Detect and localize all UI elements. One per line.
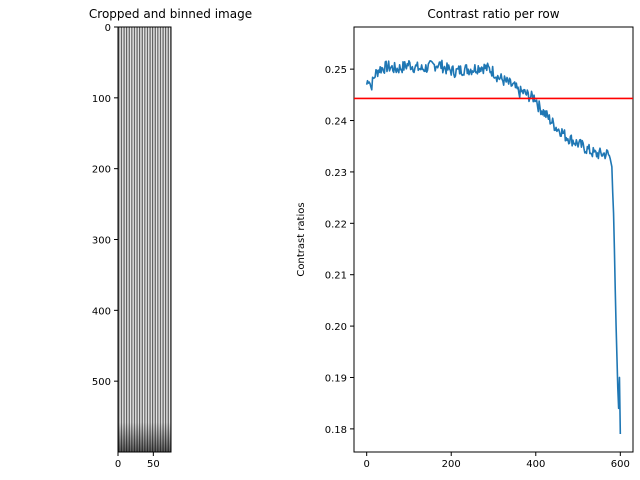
x-tick-label: 200 (442, 459, 461, 470)
image-x-tick-label: 50 (147, 459, 160, 470)
image-panel: Cropped and binned image 0 50010020030040… (89, 7, 252, 470)
y-tick-label: 0.25 (325, 65, 347, 76)
image-y-tick-label: 400 (92, 306, 111, 317)
chart-axes: 0 200 400 600 0.18 0.19 0.20 0.21 0.22 0.23 0.24 0.… (325, 26, 634, 470)
image-shading (118, 27, 171, 452)
image-y-tick-label: 300 (92, 236, 111, 247)
image-y-tick-label: 0 (105, 23, 111, 34)
y-axis-label: Contrast ratios (296, 202, 307, 276)
x-tick-label: 600 (611, 459, 630, 470)
y-tick-label: 0.22 (325, 219, 347, 230)
binned-image (118, 27, 171, 452)
contrast-panel: Contrast ratio per row Contrast ratios 0… (296, 7, 634, 470)
x-tick-label: 0 (363, 459, 369, 470)
image-x-tick-label: 0 (115, 459, 121, 470)
x-tick-label: 400 (526, 459, 545, 470)
chart-title: Contrast ratio per row (427, 7, 559, 21)
y-tick-label: 0.18 (325, 425, 347, 436)
image-title: Cropped and binned image (89, 7, 252, 21)
y-tick-label: 0.23 (325, 168, 347, 179)
plot-frame (353, 26, 634, 453)
image-y-tick-label: 500 (92, 377, 111, 388)
y-tick-label: 0.19 (325, 373, 347, 384)
y-tick-label: 0.24 (325, 117, 347, 128)
y-tick-label: 0.20 (325, 322, 347, 333)
image-y-tick-label: 200 (92, 165, 111, 176)
plot-area (354, 59, 633, 435)
series-line (365, 59, 622, 435)
y-tick-label: 0.21 (325, 271, 347, 282)
image-y-tick-label: 100 (92, 94, 111, 105)
